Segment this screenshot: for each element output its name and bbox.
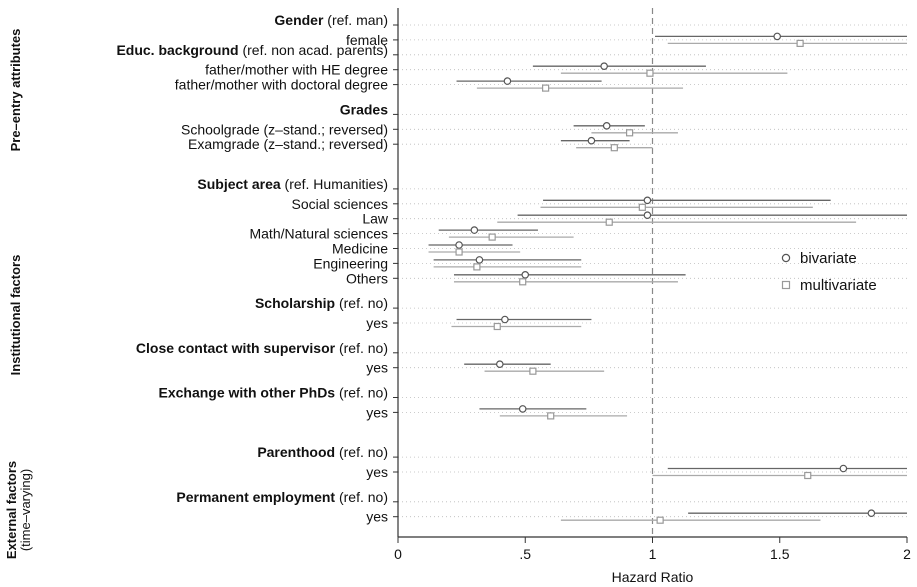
row-header-bold: Grades — [340, 101, 388, 117]
row-label: yes — [366, 315, 388, 331]
row-header-label: Scholarship (ref. no) — [255, 295, 388, 311]
row-header-ref: (ref. no) — [335, 444, 388, 460]
multivariate-point — [605, 218, 613, 226]
row-header-bold: Subject area — [197, 176, 280, 192]
bivariate-point — [495, 360, 504, 369]
group-title: External factors — [4, 461, 19, 559]
row-label: yes — [366, 464, 388, 480]
row-label: yes — [366, 360, 388, 376]
row-header-label: Parenthood (ref. no) — [257, 444, 388, 460]
bivariate-point — [501, 315, 509, 324]
legend-multivariate-marker — [781, 280, 791, 290]
row-label: Others — [346, 270, 388, 286]
bivariate-point — [587, 136, 596, 145]
x-tick-label: 1 — [649, 546, 657, 562]
bivariate-point — [867, 509, 876, 518]
bivariate-point — [643, 211, 652, 220]
legend: bivariate multivariate — [781, 250, 877, 294]
group-subtitle: (time–varying) — [18, 469, 33, 551]
row-header-label: Educ. background (ref. non acad. parents… — [116, 42, 388, 58]
row-header-label: Close contact with supervisor (ref. no) — [136, 340, 388, 356]
multivariate-point — [656, 516, 664, 524]
multivariate-point — [646, 69, 654, 77]
row-header-bold: Educ. background — [116, 42, 238, 58]
multivariate-point — [529, 367, 537, 375]
row-label: father/mother with doctoral degree — [175, 77, 388, 93]
row-gridlines — [393, 24, 907, 518]
row-header-bold: Parenthood — [257, 444, 335, 460]
row-header-ref: (ref. no) — [335, 295, 388, 311]
row-header-ref: (ref. no) — [335, 489, 388, 505]
row-header-bold: Close contact with supervisor — [136, 340, 336, 356]
row-label: Medicine — [332, 241, 388, 257]
row-label: father/mother with HE degree — [205, 62, 388, 78]
bivariate-point — [455, 241, 463, 249]
bivariate-point — [475, 256, 484, 264]
bivariate-point — [470, 226, 479, 234]
row-header-bold: Exchange with other PhDs — [159, 385, 336, 401]
row-header-ref: (ref. no) — [335, 385, 388, 401]
x-tick-label: 2 — [903, 546, 911, 562]
row-header-label: Grades — [340, 101, 388, 117]
x-tick-label: .5 — [519, 546, 531, 562]
row-header-ref: (ref. man) — [323, 12, 388, 28]
legend-bivariate-label: bivariate — [800, 250, 857, 267]
x-tick-label: 1.5 — [770, 546, 790, 562]
multivariate-point — [638, 203, 646, 211]
legend-multivariate-label: multivariate — [800, 277, 877, 294]
bivariate-point — [839, 464, 848, 473]
row-header-ref: (ref. no) — [335, 340, 388, 356]
multivariate-point — [542, 84, 550, 92]
multivariate-point — [796, 39, 804, 48]
row-header-label: Exchange with other PhDs (ref. no) — [159, 385, 389, 401]
row-header-bold: Gender — [274, 12, 324, 28]
row-label: Examgrade (z–stand.; reversed) — [188, 136, 388, 152]
row-label: yes — [366, 404, 388, 420]
bivariate-point — [600, 62, 608, 70]
row-label: Schoolgrade (z–stand.; reversed) — [181, 121, 388, 137]
row-label: yes — [366, 509, 388, 525]
row-header-ref: (ref. non acad. parents) — [239, 42, 388, 58]
x-axis-title: Hazard Ratio — [612, 569, 694, 585]
multivariate-point — [488, 233, 496, 241]
row-header-label: Gender (ref. man) — [274, 12, 388, 28]
group-title: Institutional factors — [8, 255, 23, 376]
row-header-bold: Scholarship — [255, 295, 335, 311]
row-label: Social sciences — [292, 196, 389, 212]
group-title: Pre–entry attributes — [8, 29, 23, 152]
multivariate-point — [473, 263, 481, 271]
bivariate-point — [773, 32, 782, 41]
multivariate-point — [455, 248, 463, 256]
row-label: Engineering — [313, 255, 388, 271]
multivariate-point — [625, 129, 634, 137]
bivariate-point — [518, 405, 527, 413]
row-label: Math/Natural sciences — [249, 226, 388, 242]
multivariate-point — [493, 322, 501, 331]
multivariate-point — [547, 412, 555, 420]
row-label: Law — [362, 211, 389, 227]
multivariate-point — [519, 278, 527, 286]
multivariate-point — [610, 144, 618, 152]
legend-bivariate-marker — [781, 253, 791, 263]
group-labels: Pre–entry attributes Institutional factor… — [4, 29, 33, 560]
row-header-label: Subject area (ref. Humanities) — [197, 176, 388, 192]
row-label: female — [346, 32, 388, 48]
x-tick-label: 0 — [394, 546, 402, 562]
row-header-ref: (ref. Humanities) — [281, 176, 388, 192]
x-axis: 0 .5 1 1.5 2 Hazard Ratio — [394, 8, 911, 585]
bivariate-point — [521, 270, 530, 279]
bivariate-point — [503, 77, 512, 85]
bivariate-point — [602, 122, 611, 130]
multivariate-point — [804, 471, 812, 480]
bivariate-point — [643, 196, 652, 205]
row-header-label: Permanent employment (ref. no) — [176, 489, 388, 505]
row-header-bold: Permanent employment — [176, 489, 335, 505]
estimate-marks — [428, 32, 907, 524]
